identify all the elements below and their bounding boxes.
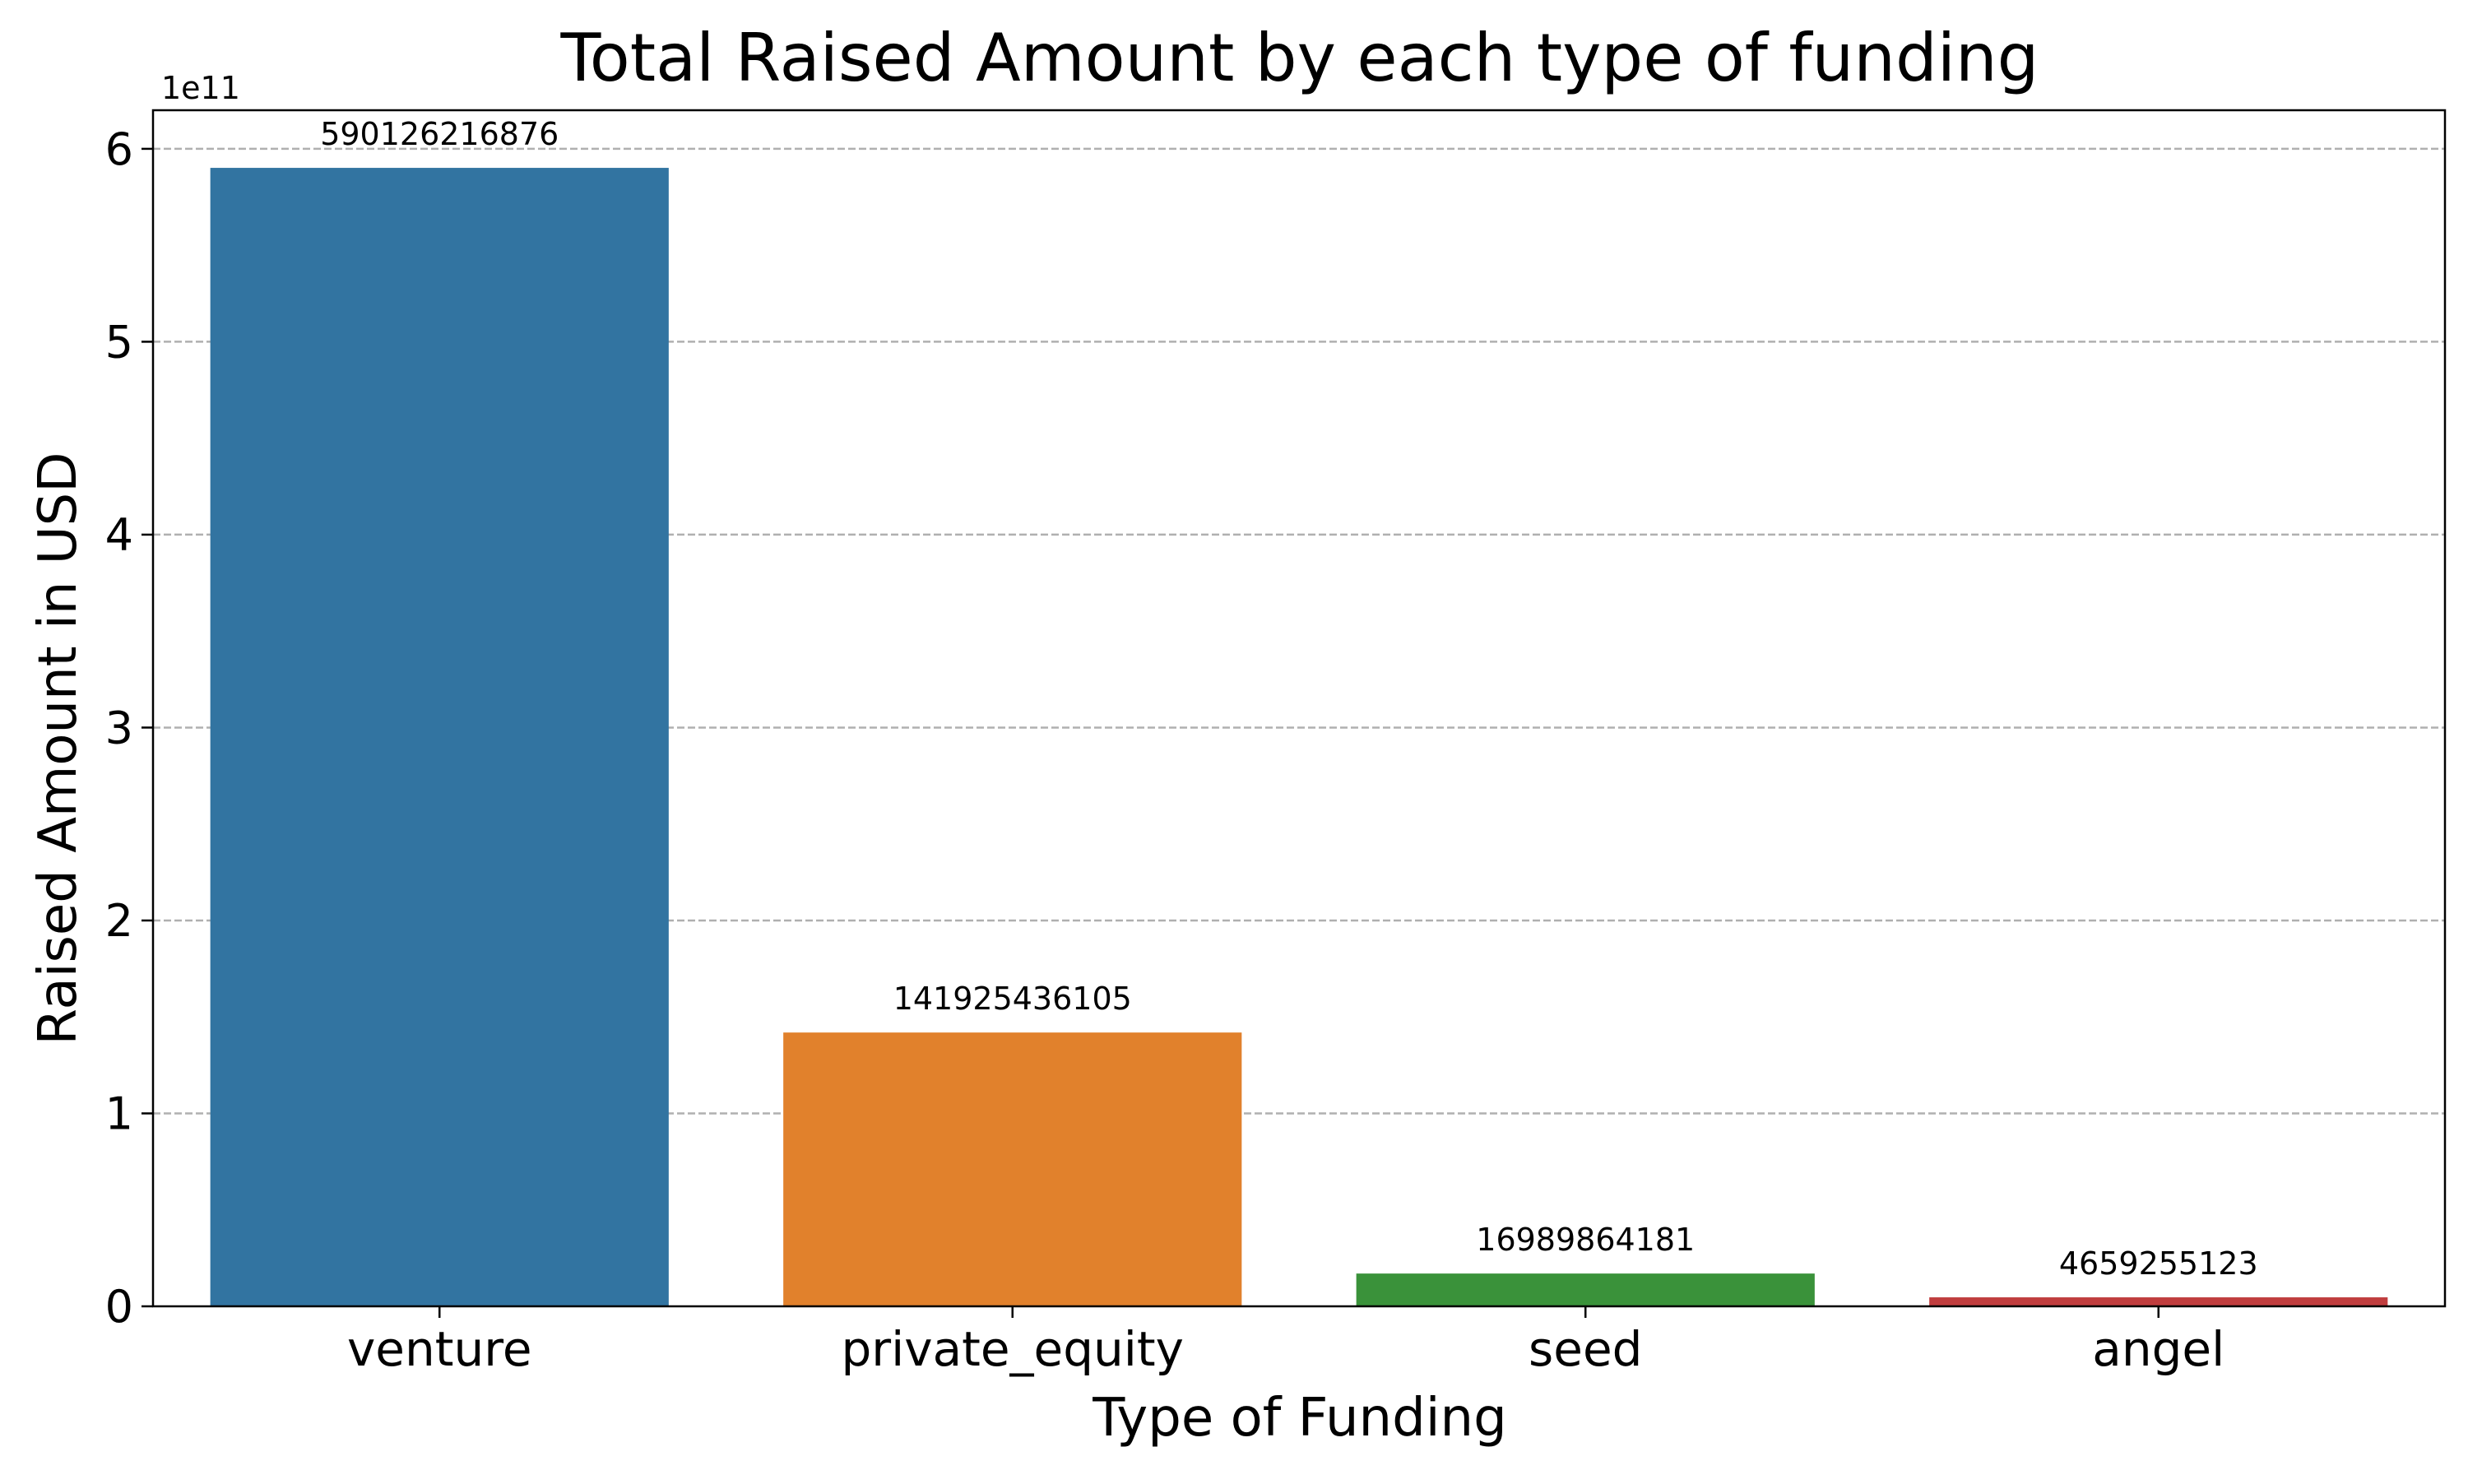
- bar-value-label: 4659255123: [2059, 1245, 2258, 1282]
- y-axis-offset-label: 1e11: [161, 70, 240, 106]
- grid-lines: [153, 147, 2445, 1115]
- bar-value-labels: 590126216876 141925436105 16989864181 46592…: [320, 116, 2257, 1282]
- y-tick-label: 3: [105, 702, 133, 754]
- bars: [210, 168, 2388, 1306]
- bar-value-label: 141925436105: [893, 981, 1132, 1017]
- y-tick-label: 5: [105, 316, 133, 368]
- x-axis-label: Type of Funding: [1092, 1388, 1506, 1449]
- bar-angel: [1929, 1297, 2388, 1306]
- y-axis-label: Raised Amount in USD: [28, 452, 89, 1045]
- plot-frame: [151, 109, 2447, 1308]
- y-axis: 0 1 2 3 4 5 6: [105, 123, 153, 1333]
- bar-value-label: 590126216876: [320, 116, 559, 152]
- chart-title: Total Raised Amount by each type of fund…: [560, 20, 2039, 96]
- y-tick-label: 1: [105, 1087, 133, 1139]
- y-tick-label: 4: [105, 509, 133, 561]
- bar-private-equity: [783, 1032, 1242, 1306]
- bar-venture: [210, 168, 669, 1306]
- y-tick-label: 0: [105, 1281, 133, 1333]
- bar-seed: [1356, 1273, 1815, 1306]
- y-tick-label: 2: [105, 895, 133, 947]
- x-axis: venture private_equity seed angel: [347, 1306, 2224, 1377]
- x-tick-label: seed: [1529, 1321, 1642, 1377]
- y-tick-label: 6: [105, 123, 133, 175]
- x-tick-label: private_equity: [841, 1321, 1184, 1377]
- bar-value-label: 16989864181: [1476, 1222, 1695, 1258]
- x-tick-label: angel: [2092, 1321, 2224, 1377]
- x-tick-label: venture: [347, 1321, 532, 1377]
